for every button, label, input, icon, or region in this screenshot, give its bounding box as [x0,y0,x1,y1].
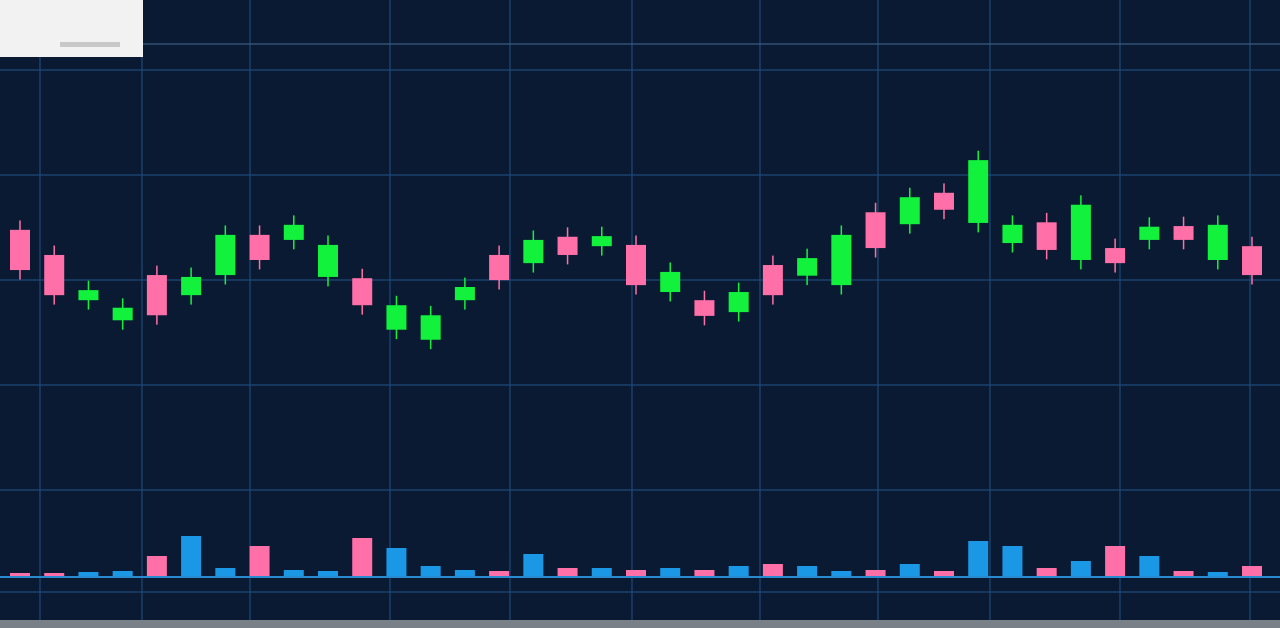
volume-bar [899,564,920,576]
volume-bar [694,570,715,576]
info-box-text [60,42,120,47]
volume-bar [762,564,783,576]
candle-body [1139,226,1160,240]
candle-body [1207,224,1228,260]
volume-bar [78,572,99,576]
volume-bar [1036,568,1057,576]
volume-bar [352,538,373,576]
candle-body [523,239,544,264]
volume-bar [386,548,407,576]
volume-bar [1105,546,1126,576]
candle-body [557,236,578,255]
candle-body [215,234,236,276]
volume-bar [1242,566,1262,576]
info-box [0,0,143,57]
candle-body [44,254,65,296]
volume-bar [489,571,510,576]
volume-bar [797,566,818,576]
candle-body [112,307,133,321]
volume-bar [831,571,852,576]
volume-bar [865,570,886,576]
candle-body [249,234,270,260]
volume-bar [591,568,612,576]
volume-bar [728,566,749,576]
candle-body [1173,226,1194,240]
candle-body [1105,248,1126,264]
volume-bar [1207,572,1228,576]
candle-body [352,278,373,306]
volume-bar [1070,561,1091,576]
candle-body [831,234,852,286]
candle-body [762,265,783,296]
candle-body [660,271,681,293]
bottom-bar [0,620,1280,628]
candle-body [318,244,338,277]
volume-bar [44,573,65,576]
volume-bar [420,566,441,576]
candle-body [899,197,920,225]
candle-body [386,305,407,330]
volume-bar [557,568,578,576]
candle-body [78,290,99,301]
volume-bar [283,570,304,576]
candle-body [591,236,612,247]
volume-bar [968,541,989,576]
candle-body [728,292,749,313]
candle-body [694,300,715,316]
candle-body [934,192,954,210]
candle-body [181,276,202,296]
volume-bar [318,571,338,576]
volume-bar [523,554,544,576]
candle-body [1242,246,1262,276]
candle-body [146,275,167,316]
candle-body [626,244,646,286]
candle-body [1036,222,1057,250]
candle-body [420,315,441,340]
candle-body [968,160,989,223]
volume-bar [146,556,167,576]
candle-body [10,229,30,271]
candle-body [454,286,475,301]
volume-bar [660,568,681,576]
candle-body [865,212,886,249]
volume-bar [626,570,646,576]
candle-body [489,254,510,281]
volume-bar [934,571,954,576]
volume-bar [181,536,202,576]
volume-bar [454,570,475,576]
volume-bar [1139,556,1160,576]
volume-bar [112,571,133,576]
volume-bar [249,546,270,576]
volume-bar [10,573,30,576]
candle-body [283,224,304,240]
candle-body [1002,224,1023,244]
volume-bar [1173,571,1194,576]
candle-body [1070,204,1091,260]
candle-body [797,258,818,276]
volume-bar [1002,546,1023,576]
volume-bar [215,568,236,576]
